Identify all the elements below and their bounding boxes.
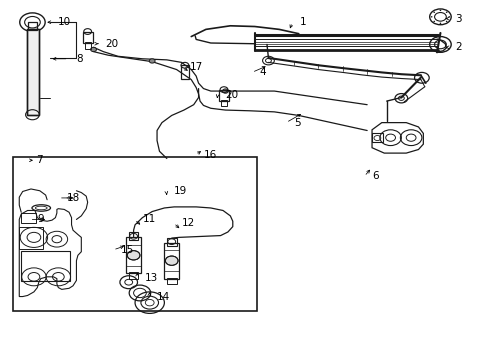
Bar [13, 157, 257, 311]
Bar [180, 65, 189, 79]
Circle shape [149, 59, 155, 63]
Bar [27, 22, 37, 30]
Bar [164, 243, 179, 279]
Text: 19: 19 [174, 186, 187, 197]
Text: 6: 6 [372, 171, 379, 181]
Bar [167, 238, 176, 246]
Text: 15: 15 [121, 245, 134, 255]
Bar [126, 237, 141, 273]
Text: 5: 5 [294, 118, 300, 128]
Text: 18: 18 [67, 193, 80, 203]
Circle shape [91, 47, 97, 51]
Text: 17: 17 [190, 62, 203, 72]
Text: 20: 20 [225, 90, 239, 100]
Text: 3: 3 [455, 14, 462, 24]
Circle shape [165, 256, 178, 265]
Text: 14: 14 [157, 292, 171, 302]
Text: 4: 4 [260, 67, 266, 77]
Bar [167, 278, 176, 284]
Bar [219, 90, 229, 101]
Circle shape [127, 251, 140, 260]
Text: 9: 9 [37, 215, 44, 224]
Text: 13: 13 [145, 273, 158, 283]
Text: 20: 20 [106, 39, 119, 49]
Text: 12: 12 [181, 218, 195, 228]
Bar [83, 32, 93, 43]
Bar [26, 30, 39, 116]
Bar [21, 251, 70, 281]
Bar [19, 226, 43, 249]
Text: 7: 7 [36, 155, 43, 165]
Bar [26, 30, 39, 116]
Text: 8: 8 [76, 54, 83, 64]
Circle shape [222, 89, 228, 93]
Text: 11: 11 [143, 215, 156, 224]
Text: 10: 10 [57, 17, 71, 27]
Bar [221, 100, 227, 107]
Bar [129, 272, 139, 279]
Bar [372, 134, 383, 142]
Bar [85, 42, 91, 49]
Bar [129, 232, 139, 240]
Text: 16: 16 [203, 150, 217, 160]
Bar [21, 213, 36, 223]
Text: 1: 1 [300, 17, 307, 27]
Text: 2: 2 [455, 42, 462, 52]
